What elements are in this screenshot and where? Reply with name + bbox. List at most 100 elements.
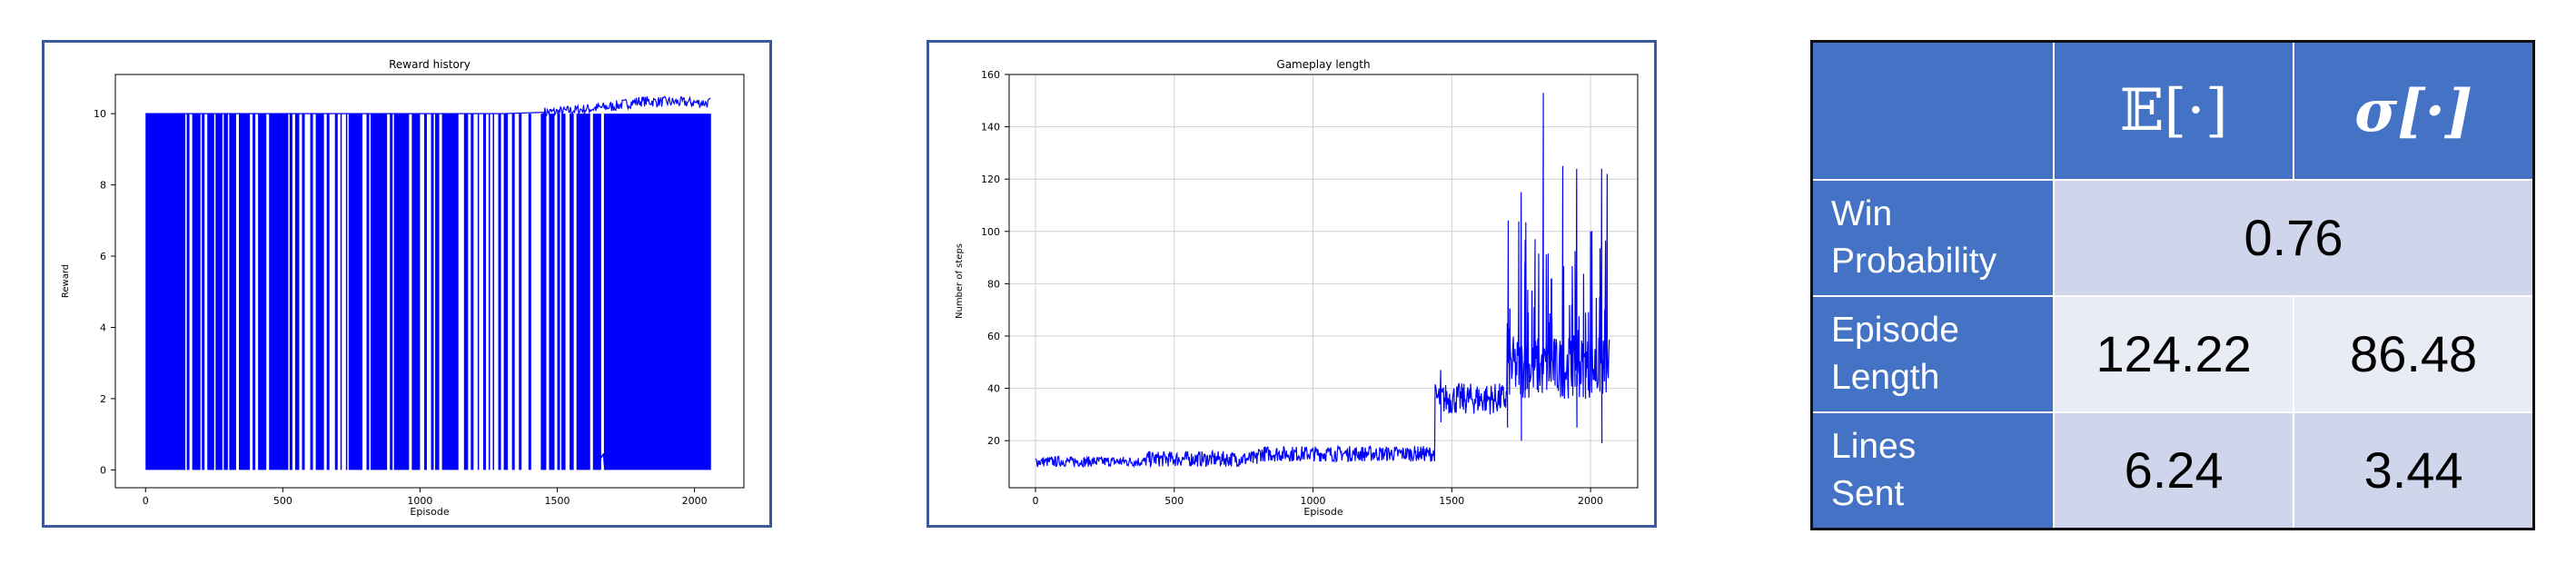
reward-band [345, 114, 348, 470]
x-tick-label: 0 [1033, 495, 1039, 507]
x-axis-label: Episode [410, 506, 449, 518]
x-tick-label: 1000 [407, 495, 432, 507]
row-label-lines-sent: Lines Sent [1810, 411, 2055, 530]
x-tick-label: 500 [273, 495, 292, 507]
reward-band [348, 114, 362, 470]
plot-frame [114, 74, 745, 489]
reward-band [202, 114, 205, 470]
reward-band [334, 114, 338, 470]
reward-band [186, 114, 190, 470]
expectation-header: 𝔼[·] [2052, 40, 2295, 181]
y-tick-label: 8 [100, 180, 106, 192]
episode-length-mean: 124.22 [2052, 294, 2295, 413]
y-tick-label: 100 [981, 226, 1000, 238]
reward-band [576, 114, 590, 470]
table-row: Win Probability 0.76 [1810, 179, 2535, 297]
x-tick-label: 2000 [682, 495, 708, 507]
reward-band [498, 114, 501, 470]
reward-band [557, 114, 560, 470]
reward-band [423, 114, 427, 470]
y-tick-label: 120 [981, 173, 1000, 185]
episode-length-std: 86.48 [2293, 294, 2535, 413]
reward-band [592, 114, 601, 470]
reward-band [393, 114, 410, 470]
reward-band [192, 114, 201, 470]
reward-band [289, 114, 292, 470]
y-tick-label: 40 [987, 383, 1000, 395]
table-row: Lines Sent 6.24 3.44 [1810, 411, 2535, 530]
reward-band [511, 114, 515, 470]
chart-title: Gameplay length [1276, 58, 1370, 71]
reward-band [223, 114, 228, 470]
table-row: Episode Length 124.22 86.48 [1810, 294, 2535, 413]
reward-band [561, 114, 566, 470]
y-tick-label: 0 [100, 464, 106, 476]
reward-band [503, 114, 509, 470]
y-tick-label: 80 [987, 278, 1000, 290]
x-tick-label: 1500 [1439, 495, 1464, 507]
reward-band [207, 114, 214, 470]
y-tick-label: 2 [100, 393, 106, 405]
x-tick-label: 1000 [1301, 495, 1326, 507]
reward-band [441, 114, 459, 470]
std-header: σ[·] [2293, 40, 2535, 181]
lines-sent-std: 3.44 [2293, 411, 2535, 530]
reward-band [431, 114, 434, 470]
y-tick-label: 60 [987, 331, 1000, 342]
reward-band [477, 114, 480, 470]
gameplay-length-panel: 0 500 1000 1500 2000 20 40 60 80 100 120 140 160 Game… [926, 40, 1657, 528]
reward-band [310, 114, 313, 470]
reward-band [145, 114, 186, 470]
x-tick-label: 500 [1164, 495, 1184, 507]
row-label-episode-length: Episode Length [1810, 294, 2055, 413]
reward-band [215, 114, 223, 470]
reward-band [549, 114, 555, 470]
reward-band [302, 114, 305, 470]
x-tick-label: 1500 [545, 495, 570, 507]
y-tick-label: 160 [981, 69, 1000, 81]
reward-band [315, 114, 324, 470]
row-label-win-probability: Win Probability [1810, 179, 2055, 297]
reward-band [238, 114, 251, 470]
lines-sent-mean: 6.24 [2052, 411, 2295, 530]
reward-band [326, 114, 330, 470]
reward-band [435, 114, 440, 470]
reward-history-chart: 0 500 1000 1500 2000 0 2 4 6 8 10 Reward history Epi… [61, 58, 745, 518]
reward-low-line [598, 450, 711, 467]
reward-band [570, 114, 574, 470]
reward-band [258, 114, 267, 470]
reward-band [519, 114, 522, 470]
reward-band [390, 114, 393, 470]
reward-band [411, 114, 421, 470]
table-header-row: 𝔼[·] σ[·] [1810, 40, 2535, 181]
x-tick-label: 0 [143, 495, 149, 507]
reward-band [528, 114, 531, 470]
chart-title: Reward history [389, 58, 471, 71]
x-tick-label: 2000 [1578, 495, 1603, 507]
reward-band [253, 114, 256, 470]
reward-band [366, 114, 370, 470]
reward-band [488, 114, 490, 470]
win-probability-value: 0.76 [2053, 179, 2535, 297]
y-axis-label: Reward [61, 264, 71, 298]
reward-band [269, 114, 289, 470]
y-axis-label: Number of steps [955, 243, 965, 319]
reward-band [294, 114, 300, 470]
y-tick-label: 10 [94, 108, 106, 120]
reward-band [540, 114, 547, 470]
reward-band [471, 114, 474, 470]
reward-top-line [145, 95, 711, 118]
reward-band [492, 114, 495, 470]
table-corner-cell [1810, 40, 2055, 181]
reward-band [482, 114, 486, 470]
gameplay-length-line [1035, 93, 1610, 469]
reward-history-panel: 0 500 1000 1500 2000 0 2 4 6 8 10 Reward history Epi… [42, 40, 772, 528]
reward-band [603, 114, 711, 470]
gameplay-length-chart: 0 500 1000 1500 2000 20 40 60 80 100 120 140 160 Game… [955, 58, 1639, 518]
y-tick-label: 4 [100, 322, 106, 333]
y-tick-label: 140 [981, 122, 1000, 134]
reward-band [463, 114, 469, 470]
stats-table: 𝔼[·] σ[·] Win Probability 0.76 Episode L… [1810, 40, 2535, 530]
reward-band [340, 114, 342, 470]
plot-frame [1008, 74, 1639, 489]
